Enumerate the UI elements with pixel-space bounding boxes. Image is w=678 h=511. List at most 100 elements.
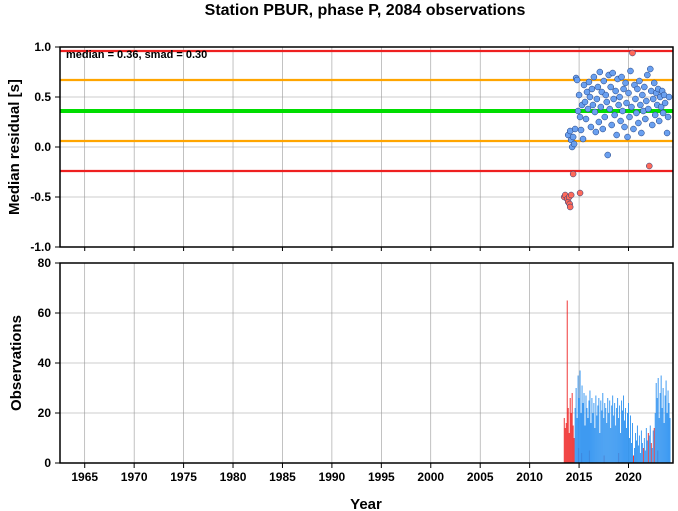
residual-point	[569, 170, 577, 178]
observation-bar	[639, 453, 641, 463]
observation-bar	[633, 448, 635, 463]
observation-bar	[653, 428, 655, 463]
observation-bar	[664, 395, 666, 463]
observation-bar	[569, 398, 571, 463]
residual-point	[586, 93, 594, 101]
observation-bar	[591, 398, 593, 463]
residual-point	[599, 125, 607, 133]
observation-bar	[623, 395, 625, 463]
residual-point	[566, 203, 574, 211]
residual-point	[574, 107, 582, 115]
observation-bar	[610, 428, 612, 463]
observation-bar	[611, 405, 613, 463]
observation-bar	[642, 448, 644, 463]
residual-point	[583, 88, 591, 96]
observation-bar	[620, 433, 622, 463]
observation-bar	[588, 400, 590, 463]
observation-bar	[640, 430, 642, 463]
residual-point	[610, 95, 617, 103]
residual-point	[601, 113, 609, 121]
observation-bar	[637, 445, 639, 463]
residual-point	[609, 69, 616, 77]
observation-bar	[659, 393, 661, 463]
residual-point	[611, 111, 618, 119]
top-y-tick-label: 1.0	[34, 40, 51, 54]
observation-bar	[668, 403, 670, 463]
observation-bar	[656, 398, 658, 463]
observation-bar	[578, 398, 580, 463]
residual-point	[590, 73, 598, 81]
residual-point	[641, 83, 648, 91]
residual-point	[591, 108, 599, 116]
observation-bar	[609, 400, 611, 463]
observation-bar	[606, 423, 608, 463]
residual-point	[604, 151, 611, 159]
bottom-y-tick-label: 40	[38, 356, 52, 370]
observation-bar	[599, 433, 601, 463]
observation-bar	[625, 408, 626, 463]
residual-point	[642, 115, 649, 123]
residual-point	[634, 85, 641, 93]
bottom-x-tick-label: 2010	[516, 470, 543, 484]
residual-point	[571, 125, 579, 133]
bottom-x-tick-label: 1990	[319, 470, 346, 484]
observation-bar	[624, 420, 625, 463]
observation-bar	[592, 413, 594, 463]
bottom-y-tick-label: 20	[38, 406, 52, 420]
observation-bar	[665, 380, 667, 463]
observation-bar	[575, 388, 577, 463]
observation-bar	[595, 395, 597, 463]
observation-bar	[628, 403, 629, 463]
residual-point	[646, 162, 653, 170]
residual-point	[595, 118, 603, 126]
observation-bar	[641, 443, 643, 463]
residual-point	[639, 91, 646, 99]
bottom-x-tick-label: 2015	[566, 470, 593, 484]
residual-point	[650, 79, 658, 87]
observation-bar	[580, 413, 582, 463]
residual-point	[600, 77, 608, 85]
observation-bar	[601, 410, 603, 463]
observation-bar	[660, 375, 662, 463]
residual-point	[576, 189, 584, 197]
observation-bar	[658, 418, 660, 463]
observation-bar	[563, 418, 565, 463]
observation-bar	[564, 428, 566, 463]
bottom-x-ticks: 1965 1970 1975 1980 1985 1990 1995 2000 2005 2010…	[71, 463, 642, 484]
observation-bar	[590, 423, 592, 463]
observation-bar	[655, 383, 657, 463]
observation-bar	[638, 435, 640, 463]
observation-bar	[645, 428, 647, 463]
observation-bar	[574, 408, 576, 463]
top-y-tick-label: 0.0	[34, 140, 51, 154]
observation-bar	[594, 428, 596, 463]
bottom-x-tick-label: 1980	[220, 470, 247, 484]
residual-point	[589, 101, 597, 109]
residual-point	[577, 126, 585, 134]
bottom-y-tick-label: 60	[38, 306, 52, 320]
residual-point	[619, 107, 626, 115]
bottom-x-tick-label: 2005	[467, 470, 494, 484]
bottom-y-axis-label: Observations	[8, 315, 25, 411]
residual-points	[560, 49, 673, 211]
observation-bar	[607, 398, 609, 463]
observation-bar	[663, 423, 665, 463]
observation-bar	[662, 388, 664, 463]
observation-bar	[618, 418, 620, 463]
top-y-axis-label: Median residual [s]	[6, 79, 23, 215]
observation-bar	[657, 378, 659, 463]
observation-bar	[613, 415, 615, 463]
residual-point	[645, 105, 652, 113]
residual-point	[623, 99, 630, 107]
residual-point	[593, 95, 601, 103]
residual-point	[644, 71, 651, 79]
residual-point	[579, 135, 587, 143]
observation-bar	[646, 440, 648, 463]
residual-point	[632, 95, 639, 103]
top-y-tick-label: 0.5	[34, 90, 51, 104]
observation-bar	[570, 413, 572, 463]
observation-bar	[608, 413, 610, 463]
residual-point	[629, 49, 636, 57]
